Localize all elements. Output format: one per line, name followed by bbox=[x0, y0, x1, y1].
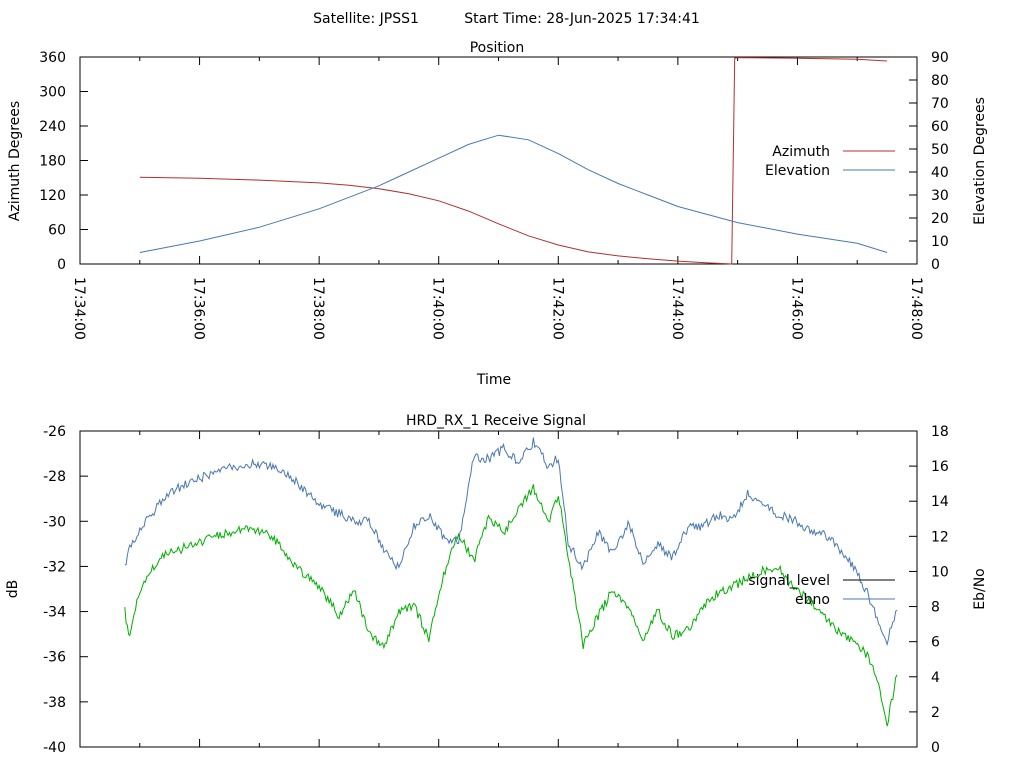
y-tick-label: 60 bbox=[48, 223, 66, 239]
x-tick-label: 17:34:00 bbox=[71, 277, 87, 340]
signal-legend: signal_level ebno bbox=[748, 573, 895, 608]
y2-tick-label: 6 bbox=[931, 635, 940, 651]
signal-db-tick-labels: -40 -38 -36 -34 -32 -30 -28 -26 bbox=[43, 424, 66, 756]
y2-tick-label: 30 bbox=[931, 188, 949, 204]
signal-plot-frame bbox=[79, 430, 918, 748]
position-x-axis-label: Time bbox=[476, 372, 511, 388]
series-line-azimuth bbox=[139, 57, 888, 265]
position-y2-axis-label: Elevation Degrees bbox=[972, 97, 988, 225]
series-line-ebno bbox=[124, 437, 898, 647]
y2-tick-label: 2 bbox=[931, 705, 940, 721]
y2-tick-label: 0 bbox=[931, 740, 940, 756]
y2-tick-label: 90 bbox=[931, 50, 949, 66]
y2-tick-label: 10 bbox=[931, 234, 949, 250]
position-chart-title: Position bbox=[470, 40, 525, 56]
legend-azimuth-label: Azimuth bbox=[772, 144, 830, 160]
x-tick-label: 17:48:00 bbox=[908, 277, 924, 340]
y-tick-label: -30 bbox=[43, 514, 66, 530]
y-tick-label: 240 bbox=[39, 119, 66, 135]
y-tick-label: 360 bbox=[39, 50, 66, 66]
y-tick-label: -28 bbox=[43, 469, 66, 485]
y2-tick-label: 60 bbox=[931, 119, 949, 135]
position-elevation-tick-labels: 0 10 20 30 40 50 60 70 80 90 bbox=[931, 50, 949, 273]
y-tick-label: -34 bbox=[43, 605, 66, 621]
signal-y-axis-label: dB bbox=[5, 580, 21, 599]
y-tick-label: -26 bbox=[43, 424, 66, 440]
position-series bbox=[139, 57, 888, 265]
start-time-label: Start Time: 28-Jun-2025 17:34:41 bbox=[464, 11, 700, 27]
x-tick-label: 17:42:00 bbox=[549, 277, 565, 340]
position-chart: Position 0 60 120 180 240 300 360 0 10 20 30 40 50 6… bbox=[7, 40, 988, 388]
y2-tick-label: 70 bbox=[931, 96, 949, 112]
legend-ebno-label: ebno bbox=[795, 592, 830, 608]
y2-tick-label: 18 bbox=[931, 424, 949, 440]
y-tick-label: 300 bbox=[39, 85, 66, 101]
receive-signal-chart: HRD_RX_1 Receive Signal -40-38-36-34-32-… bbox=[5, 413, 988, 756]
position-time-tick-labels: 17:34:00 17:36:00 17:38:00 17:40:00 17:42:00… bbox=[71, 277, 924, 340]
y2-tick-label: 0 bbox=[931, 257, 940, 273]
x-tick-label: 17:38:00 bbox=[310, 277, 326, 340]
y2-tick-label: 20 bbox=[931, 211, 949, 227]
y-tick-label: -36 bbox=[43, 650, 66, 666]
y-tick-label: 180 bbox=[39, 154, 66, 170]
position-tick-marks bbox=[79, 56, 918, 265]
signal-y2-axis-label: Eb/No bbox=[972, 568, 988, 610]
position-azimuth-tick-labels: 0 60 120 180 240 300 360 bbox=[39, 50, 66, 273]
y2-tick-label: 80 bbox=[931, 73, 949, 89]
series-line-elevation bbox=[139, 134, 888, 253]
legend-signal-level-label: signal_level bbox=[748, 573, 830, 589]
y2-tick-label: 50 bbox=[931, 142, 949, 158]
y2-tick-label: 8 bbox=[931, 600, 940, 616]
signal-ebno-tick-labels: 0 2 4 6 8 10 12 14 16 18 bbox=[931, 424, 949, 756]
signal-series bbox=[124, 437, 898, 727]
position-y-axis-label: Azimuth Degrees bbox=[7, 101, 23, 221]
y-tick-label: 120 bbox=[39, 188, 66, 204]
legend-elevation-label: Elevation bbox=[765, 163, 830, 179]
y-tick-label: -40 bbox=[43, 740, 66, 756]
y2-tick-label: 40 bbox=[931, 165, 949, 181]
y-tick-label: 0 bbox=[57, 257, 66, 273]
series-line-signal-level bbox=[124, 484, 898, 727]
y2-tick-label: 10 bbox=[931, 564, 949, 580]
x-tick-label: 17:40:00 bbox=[430, 277, 446, 340]
y2-tick-label: 4 bbox=[931, 670, 940, 686]
y2-tick-label: 12 bbox=[931, 529, 949, 545]
satellite-label: Satellite: JPSS1 bbox=[313, 11, 419, 27]
y-tick-label: -38 bbox=[43, 695, 66, 711]
signal-tick-marks bbox=[79, 430, 918, 748]
position-legend: Azimuth Elevation bbox=[765, 144, 895, 179]
x-tick-label: 17:46:00 bbox=[788, 277, 804, 340]
y-tick-label: -32 bbox=[43, 559, 66, 575]
y2-tick-label: 14 bbox=[931, 494, 949, 510]
y2-tick-label: 16 bbox=[931, 459, 949, 475]
signal-chart-title: HRD_RX_1 Receive Signal bbox=[406, 413, 586, 429]
x-tick-label: 17:36:00 bbox=[191, 277, 207, 340]
x-tick-label: 17:44:00 bbox=[669, 277, 685, 340]
